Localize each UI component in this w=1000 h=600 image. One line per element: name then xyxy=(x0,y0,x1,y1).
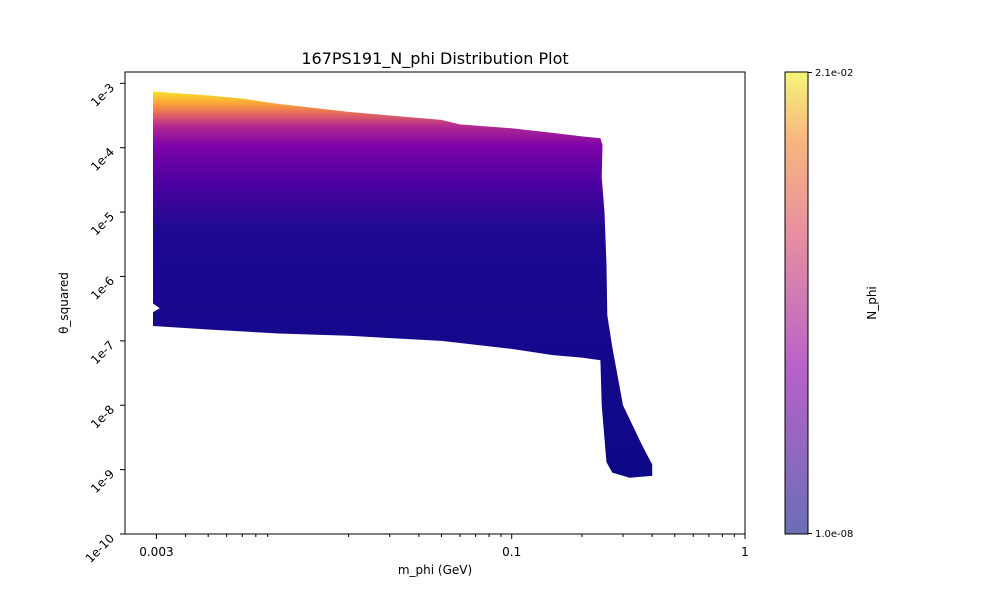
y-axis-ticks: 1e-10 1e-9 1e-8 1e-7 1e-6 1e-5 1e-4 1e-3 xyxy=(83,81,125,566)
parameter-region xyxy=(153,91,653,478)
y-tick-label: 1e-7 xyxy=(88,338,117,367)
colorbar xyxy=(784,71,809,535)
y-tick-label: 1e-6 xyxy=(88,274,117,303)
chart-title: 167PS191_N_phi Distribution Plot xyxy=(301,49,568,69)
x-axis-ticks: 0.003 0.1 1 xyxy=(139,534,749,559)
colorbar-max-label: 2.1e-02 xyxy=(815,68,853,79)
x-axis-label: m_phi (GeV) xyxy=(398,563,472,577)
y-tick-label: 1e-3 xyxy=(88,81,117,110)
colorbar-min-label: 1.0e-08 xyxy=(815,529,853,540)
colorbar-label: N_phi xyxy=(865,286,879,320)
y-tick-label: 1e-9 xyxy=(88,467,117,496)
y-tick-label: 1e-5 xyxy=(88,209,117,238)
y-axis-label: θ_squared xyxy=(57,272,71,334)
x-tick-label: 0.1 xyxy=(502,545,521,559)
y-tick-label: 1e-10 xyxy=(83,531,117,565)
y-tick-label: 1e-4 xyxy=(88,145,117,174)
x-tick-label: 0.003 xyxy=(139,545,173,559)
x-tick-label: 1 xyxy=(741,545,749,559)
plot-frame xyxy=(124,71,746,535)
y-tick-label: 1e-8 xyxy=(88,402,117,431)
